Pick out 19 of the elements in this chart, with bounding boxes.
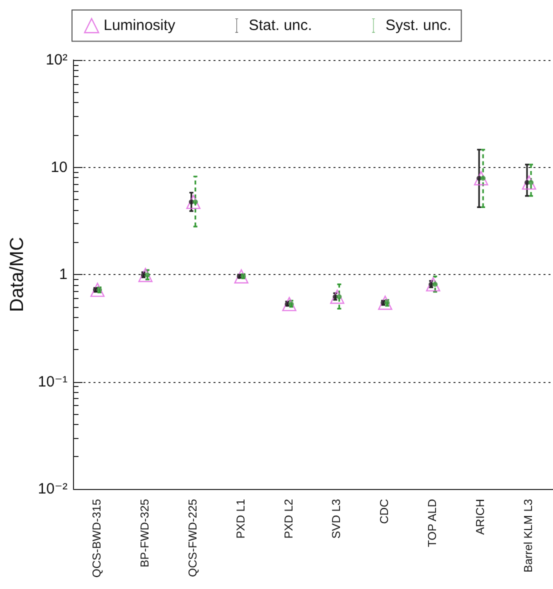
y-tick-label: 10⁻² bbox=[38, 480, 68, 498]
x-tick-label: PXD L1 bbox=[235, 499, 248, 539]
legend-label: Syst. unc. bbox=[385, 17, 452, 34]
x-tick-label: CDC bbox=[379, 499, 392, 524]
y-tick-label: 10⁻¹ bbox=[38, 373, 68, 390]
x-tick-label: QCS-FWD-225 bbox=[187, 499, 200, 577]
x-tick-label: Barrel KLM L3 bbox=[523, 499, 536, 573]
legend-label: Luminosity bbox=[104, 17, 176, 34]
y-tick-label: 10² bbox=[46, 52, 68, 68]
x-tick-label: ARICH bbox=[475, 499, 488, 535]
y-tick-label: 10 bbox=[50, 158, 68, 176]
y-tick-label: 1 bbox=[59, 266, 68, 283]
x-tick-label: TOP ALD bbox=[427, 499, 440, 548]
x-tick-label: BP-FWD-325 bbox=[139, 499, 152, 568]
x-tick-label: SVD L3 bbox=[331, 499, 344, 539]
y-axis-title: Data/MC bbox=[7, 237, 28, 312]
x-tick-label: PXD L2 bbox=[283, 499, 296, 539]
legend-label: Stat. unc. bbox=[248, 17, 312, 34]
x-tick-label: QCS-BWD-315 bbox=[91, 499, 104, 578]
